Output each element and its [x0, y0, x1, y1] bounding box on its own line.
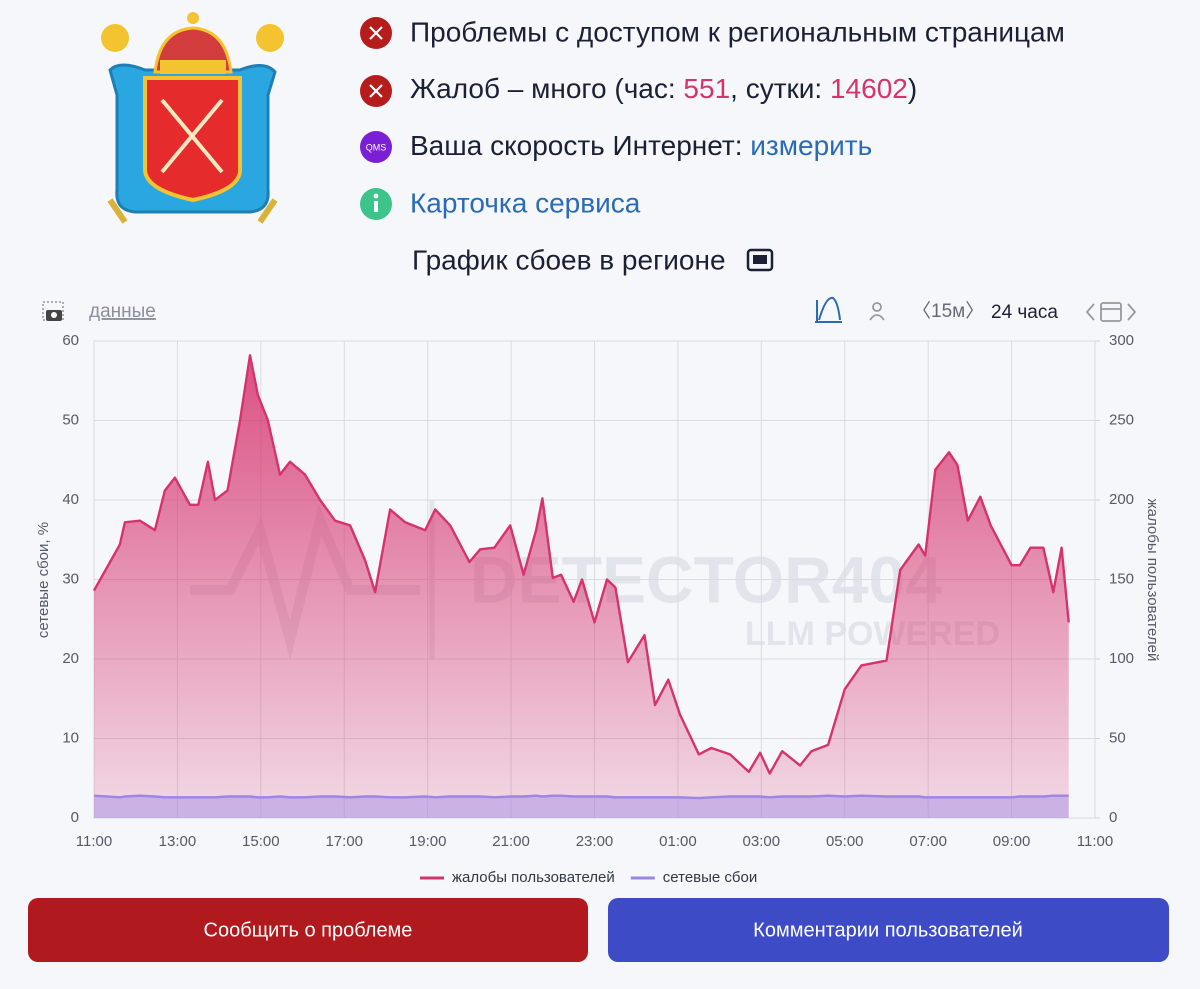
legend-label: сетевые сбои — [663, 869, 757, 886]
text: Жалоб – много (час: — [410, 73, 683, 104]
x-tick-label: 21:00 — [492, 833, 530, 850]
interval-selector[interactable]: 〈15м〉 — [912, 300, 984, 322]
y2-tick-label: 50 — [1109, 729, 1126, 746]
x-tick-label: 11:00 — [76, 833, 112, 850]
period-selector[interactable]: 24 часа — [991, 302, 1058, 323]
qms-icon-text: QMS — [366, 142, 387, 152]
x-tick-label: 03:00 — [743, 833, 781, 850]
series-area — [94, 355, 1069, 818]
status-access: Проблемы с доступом к региональным стран… — [360, 16, 1065, 49]
y2-tick-label: 100 — [1109, 650, 1134, 667]
y2-tick-label: 200 — [1109, 491, 1134, 508]
x-tick-label: 05:00 — [826, 833, 864, 850]
x-tick-label: 15:00 — [242, 833, 280, 850]
status-complaints: Жалоб – много (час: 551, сутки: 14602) — [360, 73, 917, 107]
status-speed: QMS Ваша скорость Интернет: измерить — [360, 130, 872, 163]
button-label[interactable]: Сообщить о проблеме — [204, 919, 413, 941]
report-button[interactable]: Сообщить о проблеме — [28, 898, 588, 962]
status-card: Карточка сервиса — [360, 187, 641, 220]
legend-label: жалобы пользователей — [452, 869, 615, 886]
series-line — [92, 354, 1070, 775]
x-tick-label: 09:00 — [993, 833, 1031, 850]
y-tick-label: 50 — [62, 411, 79, 428]
y-tick-label: 40 — [62, 491, 79, 508]
hour-count: 551 — [683, 73, 730, 104]
info-icon-dot — [373, 193, 379, 199]
error-icon-cross — [369, 84, 383, 98]
y2-tick-label: 0 — [1109, 809, 1117, 826]
y2-tick-label: 250 — [1109, 411, 1134, 428]
calendar-nav[interactable] — [1085, 302, 1137, 322]
text: ) — [908, 73, 917, 104]
monitor-icon — [746, 248, 774, 272]
x-tick-label: 11:00 — [1077, 833, 1113, 850]
error-icon-cross — [369, 26, 383, 40]
info-icon-bar — [374, 201, 378, 212]
x-tick-label: 17:00 — [325, 833, 363, 850]
series-area — [94, 795, 1069, 818]
y-tick-label: 60 — [62, 332, 79, 349]
data-link[interactable]: данные — [89, 301, 156, 322]
text: Ваша скорость Интернет: — [410, 130, 750, 161]
y-tick-label: 20 — [62, 650, 79, 667]
y-tick-label: 0 — [71, 809, 79, 826]
y-tick-label: 30 — [62, 570, 79, 587]
y2-tick-label: 300 — [1109, 332, 1134, 349]
x-tick-label: 13:00 — [159, 833, 197, 850]
series-line — [93, 794, 1069, 800]
speed-link[interactable]: измерить — [750, 130, 872, 161]
camera-icon[interactable] — [42, 301, 64, 321]
status-text: Ваша скорость Интернет: измерить — [410, 130, 872, 161]
y-tick-label: 10 — [62, 729, 79, 746]
card-link[interactable]: Карточка сервиса — [410, 187, 641, 218]
button-label[interactable]: Комментарии пользователей — [753, 919, 1023, 941]
y2-tick-label: 150 — [1109, 570, 1134, 587]
chart: 0 10 20 30 40 50 60 0 50 100 150 200 250 300 11:00 13:0… — [35, 332, 1161, 886]
qms-icon — [360, 131, 392, 163]
chart-heading: График сбоев в регионе — [412, 244, 726, 275]
text: , сутки: — [730, 73, 830, 104]
user-icon[interactable] — [869, 302, 885, 321]
comments-button[interactable]: Комментарии пользователей — [608, 898, 1169, 962]
y-axis-title: сетевые сбои, % — [35, 522, 52, 638]
logo — [101, 12, 284, 224]
x-tick-label: 19:00 — [409, 833, 447, 850]
x-tick-label: 07:00 — [909, 833, 947, 850]
status-text: Проблемы с доступом к региональным стран… — [410, 16, 1065, 47]
area-toggle-icon[interactable] — [815, 296, 842, 323]
x-tick-label: 23:00 — [576, 833, 614, 850]
status-text: Жалоб – много (час: 551, сутки: 14602) — [410, 73, 917, 104]
day-count: 14602 — [830, 73, 908, 104]
x-tick-label: 01:00 — [659, 833, 697, 850]
y2-axis-title: жалобы пользователей — [1144, 499, 1161, 662]
